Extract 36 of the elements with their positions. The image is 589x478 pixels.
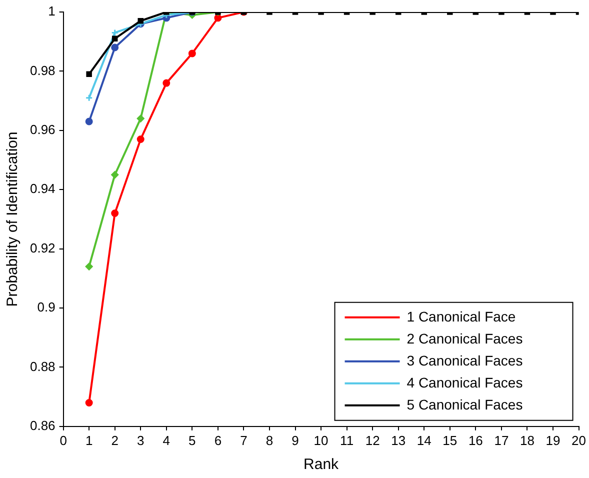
y-tick-label: 0.92 (30, 240, 56, 256)
x-tick-label: 4 (162, 432, 170, 448)
y-tick-label: 0.9 (37, 300, 56, 315)
x-tick-label: 11 (340, 432, 354, 448)
x-axis-title: Rank (304, 456, 340, 474)
x-tick-label: 0 (60, 432, 67, 448)
x-tick-label: 15 (442, 432, 458, 448)
legend-label: 4 Canonical Faces (406, 374, 523, 390)
x-tick-label: 13 (391, 432, 406, 448)
y-axis-title: Probability of Identification (4, 132, 22, 307)
x-tick-label: 8 (266, 432, 274, 448)
x-tick-label: 17 (494, 432, 509, 448)
y-tick-label: 0.94 (30, 181, 56, 196)
x-tick-label: 18 (520, 432, 534, 448)
x-tick-label: 20 (572, 432, 586, 448)
x-tick-label: 12 (365, 432, 380, 448)
x-tick-label: 9 (292, 432, 299, 448)
x-tick-label: 5 (188, 432, 196, 448)
x-tick-label: 2 (111, 432, 118, 448)
x-tick-label: 1 (85, 432, 93, 448)
legend-label: 5 Canonical Faces (406, 396, 523, 412)
x-tick-label: 14 (416, 432, 432, 448)
y-tick-label: 1 (48, 4, 56, 19)
y-tick-label: 0.98 (30, 62, 56, 78)
legend-label: 2 Canonical Faces (406, 330, 523, 346)
x-tick-label: 3 (137, 432, 144, 448)
y-tick-label: 0.96 (30, 122, 56, 137)
x-tick-label: 16 (468, 432, 483, 448)
x-tick-label: 19 (546, 432, 560, 448)
x-tick-label: 10 (314, 432, 328, 448)
x-tick-label: 7 (240, 432, 248, 448)
legend-label: 1 Canonical Face (406, 308, 516, 324)
y-tick-label: 0.88 (30, 358, 56, 374)
y-tick-label: 0.86 (30, 418, 56, 433)
x-tick-label: 6 (214, 432, 222, 448)
legend-label: 3 Canonical Faces (406, 352, 523, 368)
